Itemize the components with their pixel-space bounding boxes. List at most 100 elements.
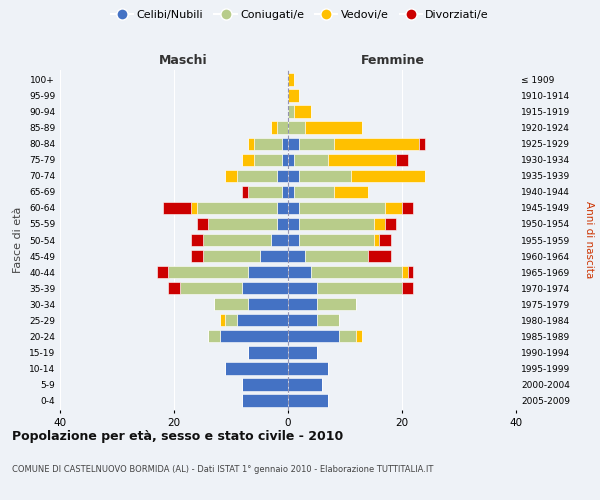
Bar xyxy=(248,138,254,150)
Bar xyxy=(277,202,288,214)
Bar xyxy=(208,330,220,342)
Bar xyxy=(283,154,288,166)
Bar xyxy=(242,186,248,198)
Bar xyxy=(288,346,317,358)
Bar xyxy=(328,154,396,166)
Bar xyxy=(402,266,408,278)
Bar xyxy=(299,234,373,246)
Bar xyxy=(254,154,283,166)
Bar xyxy=(288,298,317,310)
Bar xyxy=(373,218,385,230)
Bar xyxy=(288,282,317,294)
Bar xyxy=(373,234,379,246)
Bar xyxy=(283,138,288,150)
Bar xyxy=(248,346,288,358)
Legend: Celibi/Nubili, Coniugati/e, Vedovi/e, Divorziati/e: Celibi/Nubili, Coniugati/e, Vedovi/e, Di… xyxy=(107,6,493,25)
Bar xyxy=(334,138,419,150)
Bar xyxy=(408,266,413,278)
Bar xyxy=(248,186,283,198)
Bar xyxy=(402,282,413,294)
Bar xyxy=(368,250,391,262)
Bar xyxy=(340,330,356,342)
Bar xyxy=(197,202,277,214)
Bar xyxy=(311,266,402,278)
Bar xyxy=(288,154,294,166)
Y-axis label: Anni di nascita: Anni di nascita xyxy=(584,202,594,278)
Bar xyxy=(288,266,311,278)
Bar xyxy=(288,138,299,150)
Bar xyxy=(288,202,299,214)
Bar xyxy=(288,378,322,390)
Bar xyxy=(385,202,402,214)
Bar xyxy=(157,266,168,278)
Bar xyxy=(168,266,248,278)
Bar xyxy=(271,234,288,246)
Bar xyxy=(191,250,203,262)
Bar xyxy=(350,170,425,182)
Bar xyxy=(277,122,288,134)
Bar xyxy=(288,250,305,262)
Bar xyxy=(214,298,248,310)
Bar xyxy=(334,186,368,198)
Bar xyxy=(191,202,197,214)
Bar xyxy=(242,394,288,406)
Y-axis label: Fasce di età: Fasce di età xyxy=(13,207,23,273)
Bar xyxy=(299,138,334,150)
Bar xyxy=(242,154,254,166)
Bar xyxy=(208,218,277,230)
Text: Maschi: Maschi xyxy=(159,54,208,66)
Bar xyxy=(419,138,425,150)
Bar xyxy=(288,234,299,246)
Bar xyxy=(288,362,328,374)
Bar xyxy=(248,266,288,278)
Bar xyxy=(288,186,294,198)
Bar xyxy=(242,378,288,390)
Bar xyxy=(277,218,288,230)
Bar xyxy=(402,202,413,214)
Bar xyxy=(226,170,236,182)
Bar xyxy=(305,122,362,134)
Bar xyxy=(260,250,288,262)
Bar xyxy=(288,122,305,134)
Bar xyxy=(202,234,271,246)
Bar xyxy=(226,362,288,374)
Bar xyxy=(288,314,317,326)
Bar xyxy=(288,394,328,406)
Bar xyxy=(288,330,340,342)
Bar xyxy=(168,282,180,294)
Bar xyxy=(294,186,334,198)
Bar xyxy=(288,90,299,102)
Bar xyxy=(203,250,260,262)
Bar xyxy=(294,106,311,118)
Bar xyxy=(180,282,242,294)
Bar xyxy=(254,138,283,150)
Bar xyxy=(283,186,288,198)
Bar xyxy=(299,218,373,230)
Bar xyxy=(317,314,340,326)
Bar xyxy=(226,314,236,326)
Bar xyxy=(294,154,328,166)
Bar xyxy=(299,170,350,182)
Text: Popolazione per età, sesso e stato civile - 2010: Popolazione per età, sesso e stato civil… xyxy=(12,430,343,443)
Bar xyxy=(397,154,408,166)
Bar xyxy=(356,330,362,342)
Bar xyxy=(237,170,277,182)
Bar xyxy=(197,218,208,230)
Bar xyxy=(317,282,402,294)
Bar xyxy=(220,314,226,326)
Bar xyxy=(288,106,294,118)
Bar xyxy=(191,234,203,246)
Bar xyxy=(271,122,277,134)
Bar xyxy=(305,250,368,262)
Bar xyxy=(299,202,385,214)
Bar xyxy=(236,314,288,326)
Text: COMUNE DI CASTELNUOVO BORMIDA (AL) - Dati ISTAT 1° gennaio 2010 - Elaborazione T: COMUNE DI CASTELNUOVO BORMIDA (AL) - Dat… xyxy=(12,465,433,474)
Bar xyxy=(288,170,299,182)
Bar xyxy=(288,218,299,230)
Bar xyxy=(317,298,356,310)
Text: Femmine: Femmine xyxy=(361,54,425,66)
Bar xyxy=(288,74,294,86)
Bar xyxy=(277,170,288,182)
Bar xyxy=(220,330,288,342)
Bar xyxy=(385,218,396,230)
